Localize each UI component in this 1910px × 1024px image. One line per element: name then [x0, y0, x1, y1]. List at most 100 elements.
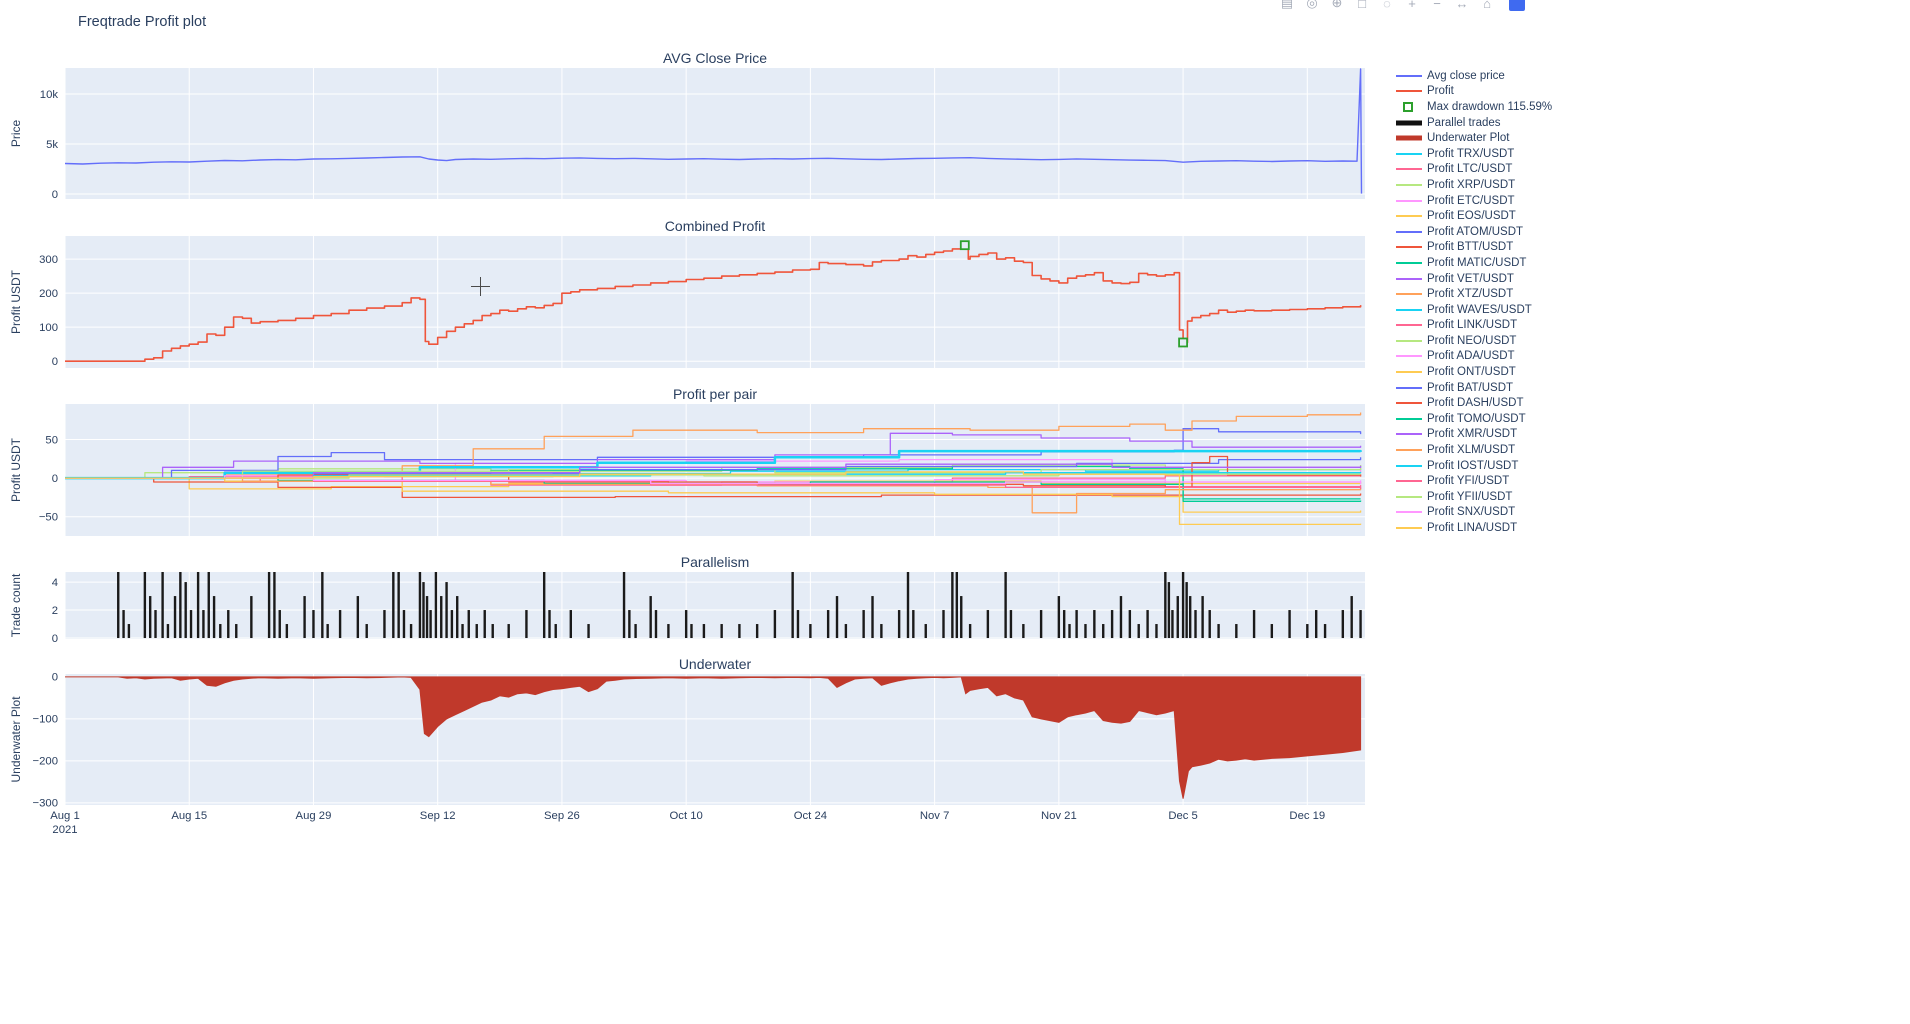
legend-item-profit-btt-usdt[interactable]: Profit BTT/USDT: [1396, 240, 1552, 256]
legend-item-profit-waves-usdt[interactable]: Profit WAVES/USDT: [1396, 302, 1552, 318]
y-tick-label: −50: [39, 512, 58, 524]
legend-item-profit-yfii-usdt[interactable]: Profit YFII/USDT: [1396, 489, 1552, 505]
bar-parallel-trades: [1167, 582, 1171, 639]
bar-parallel-trades: [1039, 610, 1043, 639]
legend-item-avg-close-price[interactable]: Avg close price: [1396, 68, 1552, 84]
bar-parallel-trades: [702, 624, 706, 639]
legend-item-profit-matic-usdt[interactable]: Profit MATIC/USDT: [1396, 255, 1552, 271]
camera-icon[interactable]: ▤: [1280, 0, 1294, 10]
legend-swatch-profit-ltc-usdt: [1396, 168, 1422, 171]
legend-item-profit-vet-usdt[interactable]: Profit VET/USDT: [1396, 271, 1552, 287]
x-tick-label: Nov 21: [1041, 810, 1077, 822]
bar-parallel-trades: [227, 610, 230, 639]
bar-parallel-trades: [542, 572, 546, 639]
legend-item-profit-iost-usdt[interactable]: Profit IOST/USDT: [1396, 458, 1552, 474]
bar-parallel-trades: [1323, 624, 1327, 639]
legend-swatch-profit: [1396, 90, 1422, 93]
bar-parallel-trades: [1194, 610, 1197, 639]
zoom-icon[interactable]: ◎: [1306, 0, 1318, 10]
bar-parallel-trades: [871, 596, 874, 639]
legend-label: Profit YFI/USDT: [1427, 475, 1510, 488]
bar-parallel-trades: [461, 624, 464, 639]
bar-parallel-trades: [649, 596, 652, 639]
bar-parallel-trades: [548, 610, 551, 639]
bar-parallel-trades: [835, 596, 839, 639]
legend-item-profit-trx-usdt[interactable]: Profit TRX/USDT: [1396, 146, 1552, 162]
y-tick-label: 5k: [46, 139, 58, 151]
bar-parallel-trades: [196, 572, 200, 639]
bar-parallel-trades: [1093, 610, 1096, 639]
legend-item-profit-link-usdt[interactable]: Profit LINK/USDT: [1396, 318, 1552, 334]
legend-item-profit-ltc-usdt[interactable]: Profit LTC/USDT: [1396, 162, 1552, 178]
legend-item-profit-xrp-usdt[interactable]: Profit XRP/USDT: [1396, 177, 1552, 193]
panel-plot-area-combined-profit[interactable]: [65, 236, 1365, 368]
zoom-in-icon[interactable]: +: [1408, 0, 1416, 11]
legend-item-parallel-trades[interactable]: Parallel trades: [1396, 115, 1552, 131]
series-profit-tomo-usdt: [65, 477, 1362, 502]
bar-parallel-trades: [955, 572, 959, 639]
legend-item-profit-eos-usdt[interactable]: Profit EOS/USDT: [1396, 208, 1552, 224]
bar-parallel-trades: [942, 610, 945, 639]
legend-item-profit-xlm-usdt[interactable]: Profit XLM/USDT: [1396, 442, 1552, 458]
legend-swatch-profit-xrp-usdt: [1396, 183, 1422, 186]
legend-item-profit-tomo-usdt[interactable]: Profit TOMO/USDT: [1396, 411, 1552, 427]
legend-item-profit-ont-usdt[interactable]: Profit ONT/USDT: [1396, 364, 1552, 380]
box-select-icon[interactable]: □: [1358, 0, 1366, 11]
bar-parallel-trades: [418, 572, 422, 639]
plotly-logo[interactable]: [1509, 0, 1525, 11]
zoom-out-icon[interactable]: −: [1433, 0, 1441, 11]
bar-parallel-trades: [148, 596, 152, 639]
bar-parallel-trades: [1217, 624, 1220, 639]
bar-parallel-trades: [184, 582, 187, 639]
legend-item-profit-ada-usdt[interactable]: Profit ADA/USDT: [1396, 349, 1552, 365]
legend-label: Underwater Plot: [1427, 132, 1510, 145]
autoscale-icon[interactable]: ↔: [1455, 0, 1469, 11]
reset-axes-icon[interactable]: ⌂: [1483, 0, 1491, 11]
series-underwater-plot: [65, 676, 1362, 799]
legend-item-profit-bat-usdt[interactable]: Profit BAT/USDT: [1396, 380, 1552, 396]
bar-parallel-trades: [440, 596, 443, 639]
legend-item-profit-atom-usdt[interactable]: Profit ATOM/USDT: [1396, 224, 1552, 240]
legend-item-profit-neo-usdt[interactable]: Profit NEO/USDT: [1396, 333, 1552, 349]
y-tick-label: 10k: [40, 89, 59, 101]
bar-parallel-trades: [235, 624, 238, 639]
legend-item-profit-lina-usdt[interactable]: Profit LINA/USDT: [1396, 520, 1552, 536]
bar-parallel-trades: [880, 624, 883, 639]
legend-label: Parallel trades: [1427, 116, 1501, 129]
bar-parallel-trades: [467, 610, 470, 639]
bar-parallel-trades: [525, 610, 528, 639]
legend-label: Profit ONT/USDT: [1427, 366, 1516, 379]
legend-item-underwater-plot[interactable]: Underwater Plot: [1396, 130, 1552, 146]
bar-parallel-trades: [912, 610, 915, 639]
bar-parallel-trades: [1270, 624, 1274, 639]
panel-title-avg-close-price: AVG Close Price: [663, 50, 767, 66]
legend-swatch-profit-btt-usdt: [1396, 246, 1422, 249]
legend-item-profit-xmr-usdt[interactable]: Profit XMR/USDT: [1396, 427, 1552, 443]
legend-item-profit-snx-usdt[interactable]: Profit SNX/USDT: [1396, 505, 1552, 521]
bar-parallel-trades: [1350, 596, 1353, 639]
legend-item-profit-yfi-usdt[interactable]: Profit YFI/USDT: [1396, 473, 1552, 489]
legend-item-max-drawdown-115-59[interactable]: Max drawdown 115.59%: [1396, 99, 1552, 115]
lasso-select-icon[interactable]: ◌: [1383, 0, 1391, 11]
legend-item-profit-etc-usdt[interactable]: Profit ETC/USDT: [1396, 193, 1552, 209]
bar-parallel-trades: [587, 624, 590, 639]
y-tick-label: 50: [45, 434, 58, 446]
pan-icon[interactable]: ⊕: [1331, 0, 1343, 10]
bar-parallel-trades: [250, 596, 253, 639]
marker-max-drawdown-115-59: [959, 240, 970, 251]
legend-item-profit-dash-usdt[interactable]: Profit DASH/USDT: [1396, 395, 1552, 411]
bar-parallel-trades: [569, 610, 573, 639]
legend-item-profit-xtz-usdt[interactable]: Profit XTZ/USDT: [1396, 286, 1552, 302]
panel-plot-area-avg-close-price[interactable]: [65, 68, 1365, 199]
legend-item-profit[interactable]: Profit: [1396, 84, 1552, 100]
legend-label: Profit WAVES/USDT: [1427, 303, 1532, 316]
legend-label: Profit VET/USDT: [1427, 272, 1514, 285]
legend-swatch-profit-neo-usdt: [1396, 339, 1422, 342]
bar-parallel-trades: [1102, 624, 1105, 639]
bar-parallel-trades: [434, 572, 438, 639]
legend-label: Profit: [1427, 85, 1454, 98]
legend-swatch-profit-xmr-usdt: [1396, 433, 1422, 436]
x-tick-label: Dec 5: [1168, 810, 1198, 822]
bar-parallel-trades: [1004, 572, 1007, 639]
